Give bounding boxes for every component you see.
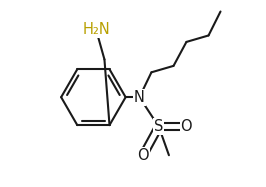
Text: O: O <box>181 119 192 134</box>
Text: S: S <box>154 119 164 134</box>
Text: H₂N: H₂N <box>82 22 110 37</box>
Text: O: O <box>137 148 149 163</box>
Text: N: N <box>134 90 145 105</box>
